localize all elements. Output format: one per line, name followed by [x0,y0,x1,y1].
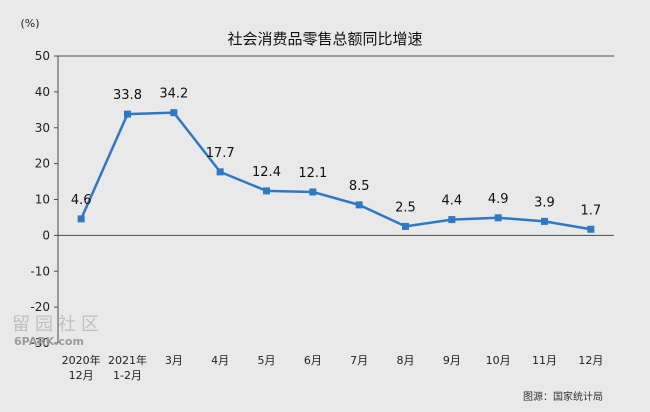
x-tick-label: 11月 [532,354,557,367]
x-tick-label: 4月 [211,354,229,367]
data-label: 3.9 [534,195,555,210]
x-tick-label: 3月 [165,354,183,367]
data-label: 34.2 [159,87,188,102]
y-tick-label: 0 [42,228,50,242]
data-point-marker [355,201,363,209]
data-point-marker [77,215,85,223]
data-point-marker [309,188,317,196]
data-point-marker [263,187,270,195]
data-point-marker [541,217,548,225]
data-label: 33.8 [113,88,142,103]
y-tick-label: -10 [30,264,50,278]
x-tick-label: 12月 [578,354,603,367]
x-tick-label: 8月 [397,354,415,367]
data-point-marker [402,222,409,230]
data-point-marker [587,225,595,233]
data-label: 1.7 [580,203,601,218]
series-line [77,109,595,233]
watermark-char: 园 [35,314,53,335]
data-point-marker [124,110,131,118]
x-tick-label: 7月 [350,354,368,367]
series-polyline [80,111,592,231]
x-tick-label: 10月 [486,354,511,367]
data-label: 4.4 [441,194,462,209]
data-labels: 4.6 33.8 34.2 17.7 12.4 12.1 8.5 2.5 4.4 4.9 3.9 1.… [71,87,601,219]
data-label: 4.9 [488,192,509,207]
data-label: 12.1 [298,166,327,181]
y-tick-label: 10 [35,193,50,207]
data-label: 4.6 [71,193,92,208]
watermark-char: 区 [81,314,99,335]
data-label: 17.7 [206,146,235,161]
watermark-char: 留 [12,314,30,335]
y-tick-label: 30 [35,121,50,135]
data-point-marker [448,216,456,224]
x-tick-label: 2021年 [108,353,147,367]
x-tick-label: 1-2月 [113,369,142,382]
y-axis-unit-label: (%) [20,17,39,30]
x-tick-label: 9月 [443,354,461,367]
data-point-marker [216,168,224,176]
x-tick-label: 6月 [304,354,322,367]
x-tick-label: 12月 [69,369,94,382]
data-point-marker [494,214,502,222]
chart-title: 社会消费品零售总额同比增速 [227,30,422,48]
x-axis: 2020年 12月 2021年 1-2月 3月 4月 5月 6月 7月 8月 9月 10月 11月 12月 [58,234,614,382]
watermark-char: 社 [58,314,76,335]
y-tick-label: 40 [35,85,50,99]
data-label: 2.5 [395,200,416,215]
watermark: 留 园 社 区 6PARK.com [12,314,99,348]
y-tick-label: 20 [35,157,50,171]
x-tick-label: 5月 [258,354,276,367]
y-tick-label: -20 [30,300,50,314]
y-tick-label: 50 [35,49,50,63]
y-tick-label: -30 [30,336,50,350]
data-point-marker [170,109,178,117]
y-axis: 50 40 30 20 10 0 -10 -20 -30 [30,49,614,350]
source-note: 图源：国家统计局 [523,390,603,403]
watermark-sub: 6PARK.com [14,335,84,348]
data-label: 8.5 [349,179,370,194]
data-label: 12.4 [252,165,281,180]
x-tick-label: 2020年 [62,353,101,367]
